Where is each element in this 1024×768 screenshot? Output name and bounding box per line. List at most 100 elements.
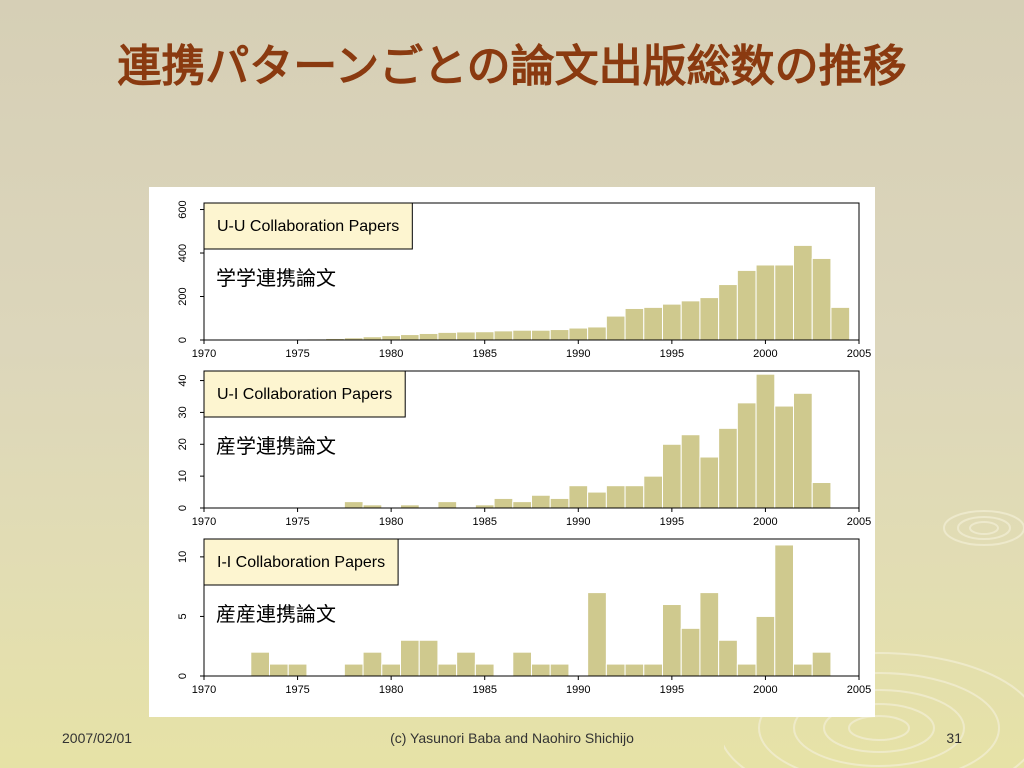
bar-middle-1988 [549, 497, 570, 509]
bar-top-2000 [774, 264, 794, 341]
y-tick-label-middle-40: 40 [177, 374, 189, 386]
bar-bottom-1997 [718, 639, 738, 677]
bar-middle-2000 [774, 405, 794, 509]
bar-top-1991 [605, 315, 626, 341]
bar-bottom-1988 [549, 663, 570, 677]
bar-top-2003 [830, 306, 851, 341]
legend-label-top: U-U Collaboration Papers [217, 218, 399, 235]
x-tick-label-middle-1990: 1990 [566, 516, 590, 528]
bar-top-1990 [587, 326, 607, 341]
x-tick-label-middle-1975: 1975 [285, 516, 309, 528]
x-tick-label-middle-1970: 1970 [192, 516, 216, 528]
bar-middle-1991 [605, 485, 626, 509]
bar-bottom-1987 [531, 663, 551, 677]
bar-bottom-2002 [811, 651, 832, 677]
bar-top-2001 [793, 244, 813, 341]
x-tick-label-bottom-1970: 1970 [192, 684, 216, 696]
bar-top-1981 [418, 332, 439, 341]
footer-copyright: (c) Yasunori Baba and Naohiro Shichijo [390, 730, 634, 746]
bar-bottom-1972 [250, 651, 270, 677]
bar-middle-1989 [568, 485, 589, 509]
bar-bottom-1982 [437, 663, 458, 677]
bar-bottom-1983 [456, 651, 476, 677]
bar-top-1979 [381, 335, 402, 341]
x-tick-label-bottom-1975: 1975 [285, 684, 309, 696]
bar-bottom-1993 [643, 663, 663, 677]
y-tick-label-middle-10: 10 [177, 470, 189, 482]
x-tick-label-top-1995: 1995 [660, 348, 684, 360]
bar-bottom-1995 [680, 627, 701, 677]
legend-box-middle [203, 370, 406, 418]
x-tick-label-top-2000: 2000 [753, 348, 777, 360]
bar-middle-2002 [811, 482, 832, 509]
x-tick-label-middle-1995: 1995 [660, 516, 684, 528]
bar-bottom-1999 [755, 615, 776, 677]
bar-top-1997 [718, 284, 738, 341]
bar-middle-1977 [343, 501, 364, 509]
y-tick-label-bottom-10: 10 [177, 551, 189, 563]
x-tick-label-top-1970: 1970 [192, 348, 216, 360]
legend-box-top [203, 202, 413, 250]
bar-middle-1997 [718, 427, 738, 509]
y-tick-label-middle-0: 0 [177, 505, 189, 511]
bar-top-1985 [493, 330, 514, 341]
bar-top-1989 [568, 327, 589, 341]
annotation-middle: 産学連携論文 [216, 434, 336, 458]
y-tick-label-top-200: 200 [177, 287, 189, 305]
x-tick-label-top-1980: 1980 [379, 348, 403, 360]
legend-label-middle: U-I Collaboration Papers [217, 386, 392, 403]
bar-top-1993 [643, 306, 663, 341]
bar-middle-2001 [793, 392, 813, 509]
bar-bottom-1998 [736, 663, 757, 677]
y-tick-label-top-0: 0 [177, 337, 189, 343]
bar-top-1994 [662, 303, 682, 341]
bar-top-1982 [437, 331, 458, 341]
histogram-charts: 1970 1975 1980 1985 1990 1995 2000 200502004006… [177, 200, 871, 696]
x-tick-label-middle-2005: 2005 [847, 516, 871, 528]
chart-panel: 1970 1975 1980 1985 1990 1995 2000 2005 0 200 400 6… [149, 187, 875, 717]
bar-top-1980 [400, 334, 420, 341]
bar-bottom-1996 [699, 592, 720, 677]
bar-top-1984 [474, 331, 495, 341]
bar-bottom-1973 [269, 663, 289, 677]
x-tick-label-middle-1980: 1980 [379, 516, 403, 528]
page-number: 31 [946, 730, 962, 746]
bar-bottom-2001 [793, 663, 813, 677]
x-tick-label-middle-1985: 1985 [472, 516, 496, 528]
bar-middle-1994 [662, 443, 682, 509]
x-tick-label-top-2005: 2005 [847, 348, 871, 360]
bar-middle-1999 [755, 373, 776, 509]
slide-title: 連携パターンごとの論文出版総数の推移 [117, 41, 907, 92]
bar-bottom-1981 [418, 639, 439, 677]
bar-middle-1985 [493, 497, 514, 509]
bar-middle-1982 [437, 501, 458, 509]
x-tick-label-bottom-1990: 1990 [566, 684, 590, 696]
x-tick-label-bottom-2000: 2000 [753, 684, 777, 696]
x-tick-label-bottom-1980: 1980 [379, 684, 403, 696]
bar-middle-1992 [624, 485, 645, 509]
bar-middle-1986 [512, 501, 532, 509]
x-tick-label-bottom-1985: 1985 [472, 684, 496, 696]
bar-bottom-1992 [624, 663, 645, 677]
bar-bottom-1978 [362, 651, 383, 677]
bar-top-1995 [680, 300, 701, 341]
legend-label-bottom: I-I Collaboration Papers [217, 554, 385, 571]
x-tick-label-top-1985: 1985 [472, 348, 496, 360]
bar-bottom-1980 [400, 639, 420, 677]
footer-date: 2007/02/01 [62, 730, 133, 746]
bar-top-1999 [755, 264, 776, 341]
bar-top-1983 [456, 331, 476, 341]
y-tick-label-top-400: 400 [177, 244, 189, 262]
x-tick-label-top-1975: 1975 [285, 348, 309, 360]
bar-middle-1987 [531, 494, 551, 509]
bar-top-1992 [624, 307, 645, 341]
bar-bottom-1986 [512, 651, 532, 677]
bar-top-1988 [549, 329, 570, 341]
bar-bottom-1977 [343, 663, 364, 677]
x-tick-label-middle-2000: 2000 [753, 516, 777, 528]
bar-top-1986 [512, 329, 532, 341]
bar-bottom-1979 [381, 663, 402, 677]
bar-top-2002 [811, 257, 832, 341]
bar-bottom-1984 [474, 663, 495, 677]
bar-bottom-1990 [587, 592, 607, 677]
